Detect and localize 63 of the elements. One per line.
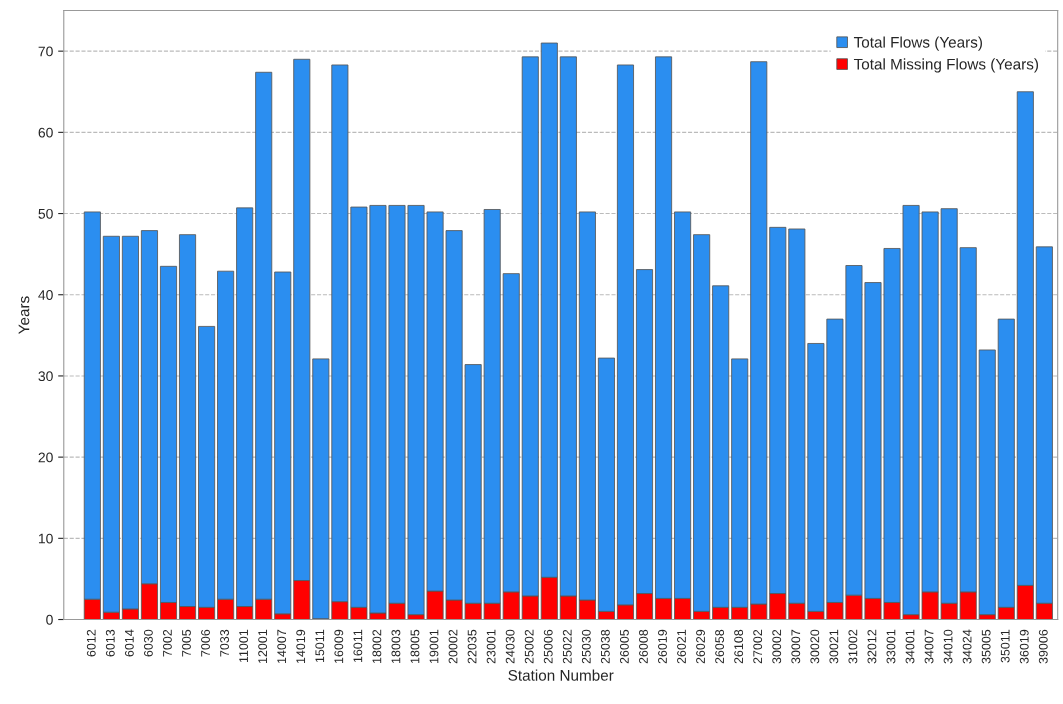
y-axis-title: Years [18,296,30,334]
x-tick-label: 14019 [296,629,306,664]
x-tick-label: 19001 [429,629,439,664]
y-tick-label: 30 [38,371,53,382]
x-tick-label: 22035 [467,629,477,664]
x-tick-label: 6030 [143,629,153,657]
x-tick-label: 25038 [600,629,610,664]
x-tick-label: 26029 [696,629,705,664]
y-tick-label: 10 [38,533,53,544]
x-tick-label: 26005 [619,629,629,664]
x-tick-label: 7002 [163,629,172,657]
x-tick-label: 6012 [86,629,96,657]
x-tick-label: 24030 [505,629,515,664]
x-tick-label: 34001 [905,629,915,664]
x-tick-label: 15011 [315,629,325,663]
x-tick-label: 25002 [524,629,534,664]
x-tick-label: 7005 [182,629,191,657]
x-tick-label: 26008 [639,629,648,664]
x-tick-label: 18002 [372,629,382,664]
x-tick-label: 30002 [772,629,782,664]
x-tick-label: 11001 [239,629,249,663]
x-tick-label: 35005 [981,629,991,664]
x-tick-label: 25030 [581,629,591,664]
x-tick-label: 36019 [1019,629,1029,664]
x-tick-label: 25006 [543,629,553,664]
y-tick-label: 60 [38,127,53,138]
x-axis-title: Station Number [508,669,614,681]
legend-label: Total Missing Flows (Years) [853,58,1039,73]
y-tick-label: 50 [38,208,53,219]
x-tick-label: 30021 [829,629,839,664]
x-tick-label: 26021 [677,629,686,664]
x-tick-label: 34010 [943,629,953,664]
legend-label: Total Flows (Years) [853,36,982,51]
x-tick-label: 23001 [486,629,496,664]
x-tick-label: 14007 [277,629,287,664]
x-tick-label: 30007 [791,629,801,664]
x-tick-label: 12001 [258,629,268,664]
x-tick-label: 26108 [734,629,744,664]
x-tick-label: 39006 [1038,629,1048,664]
x-tick-label: 33001 [886,629,896,664]
x-tick-label: 6014 [124,629,134,657]
x-tick-label: 30020 [810,629,820,664]
x-tick-label: 34007 [924,629,934,664]
x-tick-label: 16011 [353,629,363,663]
x-tick-label: 7006 [201,629,210,657]
x-tick-label: 27002 [753,629,763,664]
x-tick-label: 20002 [448,629,458,664]
x-tick-label: 35011 [1000,629,1010,663]
x-tick-label: 26058 [715,629,725,664]
x-tick-label: 18005 [410,629,420,664]
x-tick-label: 26019 [658,629,667,664]
x-tick-label: 18003 [391,629,401,664]
x-tick-label: 6013 [105,629,115,657]
x-tick-label: 16009 [334,629,344,664]
x-tick-label: 34024 [962,629,972,664]
y-tick-label: 0 [46,614,53,625]
y-tick-label: 40 [38,290,53,300]
y-tick-label: 70 [38,46,53,57]
x-tick-label: 7033 [220,629,229,657]
y-tick-label: 20 [38,452,53,463]
x-tick-label: 25022 [562,629,572,664]
x-tick-label: 32012 [867,629,877,664]
x-tick-label: 31002 [848,629,858,664]
